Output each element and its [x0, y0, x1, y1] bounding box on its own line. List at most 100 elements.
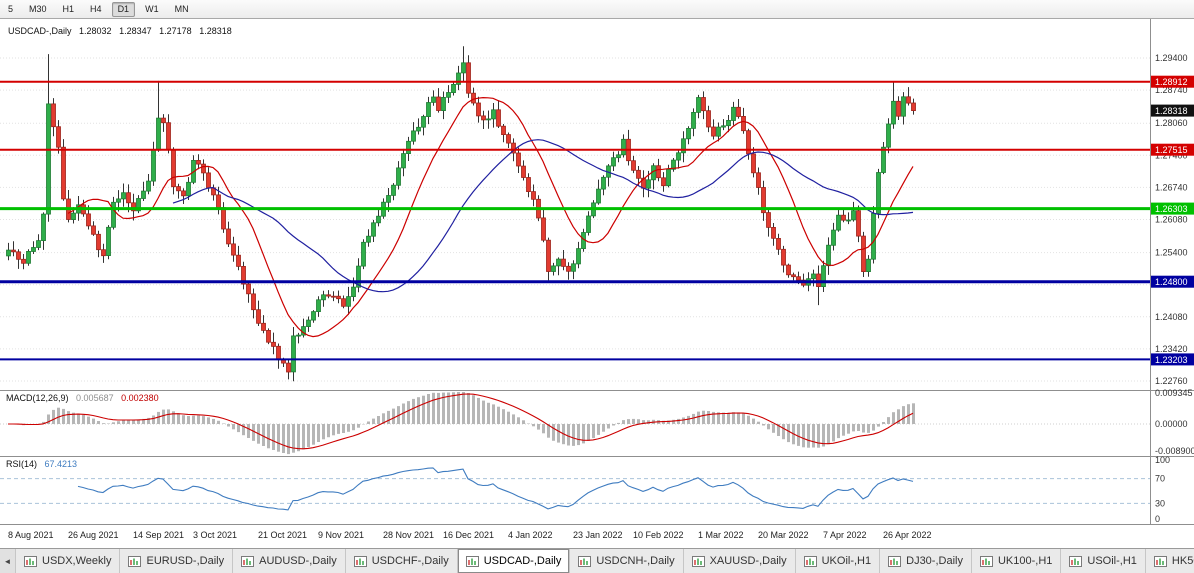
tab-label: USOil-,H1 [1087, 555, 1137, 567]
candle-up [366, 235, 371, 243]
candle-down [256, 309, 261, 324]
candle-down [221, 207, 226, 230]
tab-scroll-left-button[interactable]: ◄ [0, 549, 16, 573]
rsi-axis-label: 30 [1155, 498, 1165, 508]
candle-up [811, 273, 816, 280]
timeframe-button-h1[interactable]: H1 [62, 3, 75, 14]
candle-down [96, 233, 101, 251]
timeframe-button-mn[interactable]: MN [174, 3, 189, 14]
candle-down [201, 163, 206, 174]
date-label: 3 Oct 2021 [193, 530, 237, 540]
tab-usdx-weekly[interactable]: USDX,Weekly [16, 549, 121, 573]
candle-down [161, 117, 166, 124]
date-label: 10 Feb 2022 [633, 530, 684, 540]
tab-eurusd-daily[interactable]: EURUSD-,Daily [120, 549, 234, 573]
timeframe-button-w1[interactable]: W1 [145, 3, 159, 14]
timeframe-button-d1[interactable]: D1 [111, 1, 136, 17]
candle-up [446, 92, 451, 98]
timeframe-button-m30[interactable]: M30 [29, 3, 47, 14]
tab-audusd-daily[interactable]: AUDUSD-,Daily [233, 549, 346, 573]
candle-up [71, 212, 76, 221]
candle-down [266, 329, 271, 343]
candle-down [526, 177, 531, 193]
ma-fast-line [67, 96, 914, 338]
tab-usdchf-daily[interactable]: USDCHF-,Daily [346, 549, 458, 573]
candle-down [511, 142, 516, 154]
level-price-label: 1.27515 [1155, 145, 1188, 155]
candle-down [51, 103, 56, 128]
timeframe-button-h4[interactable]: H4 [90, 3, 102, 14]
level-price-label-box [1151, 353, 1194, 366]
tab-label: USDCAD-,Daily [483, 555, 562, 567]
ma-slow-line [172, 139, 914, 293]
candle-down [531, 191, 536, 200]
candle-up [821, 265, 826, 287]
level-price-label-box [1151, 75, 1194, 88]
tab-usdcnh-daily[interactable]: USDCNH-,Daily [570, 549, 684, 573]
candle-up [431, 96, 436, 103]
chart-canvas[interactable] [0, 19, 1194, 548]
candle-up [601, 176, 606, 190]
level-price-label-box [1151, 143, 1194, 156]
tab-usdcad-daily[interactable]: USDCAD-,Daily [457, 549, 571, 573]
candle-up [41, 213, 46, 242]
candle-up [586, 215, 591, 233]
chart-window: 1.294001.287401.280601.274001.267401.260… [0, 19, 1194, 548]
candle-up [356, 265, 361, 288]
candle-down [541, 217, 546, 241]
tab-dj30-daily[interactable]: DJ30-,Daily [880, 549, 972, 573]
candle-up [866, 258, 871, 272]
candle-down [176, 186, 181, 192]
candle-down [86, 213, 91, 227]
tab-label: DJ30-,Daily [906, 555, 963, 567]
macd-axis-label: -0.008900 [1155, 446, 1194, 456]
level-price-label-box [1151, 202, 1194, 215]
tab-ukoil-h1[interactable]: UKOil-,H1 [796, 549, 881, 573]
tab-label: USDX,Weekly [42, 555, 112, 567]
candle-down [501, 125, 506, 135]
candle-down [796, 276, 801, 281]
price-tick-label: 1.28060 [1155, 118, 1188, 128]
candle-down [756, 172, 761, 188]
candle-up [621, 138, 626, 156]
candle-down [656, 165, 661, 179]
chart-icon [465, 555, 479, 567]
timeframe-button-5[interactable]: 5 [8, 3, 14, 14]
candle-up [411, 130, 416, 142]
candle-up [376, 215, 381, 224]
chart-tab-bar: ◄ USDX,Weekly EURUSD-,Daily AUDUSD-,Daily U… [0, 548, 1194, 573]
candle-up [576, 248, 581, 265]
candle-up [31, 247, 36, 252]
date-label: 16 Dec 2021 [443, 530, 494, 540]
date-label: 4 Jan 2022 [508, 530, 553, 540]
chart-icon [888, 555, 902, 567]
rsi-line [77, 467, 914, 511]
rsi-axis-label: 0 [1155, 514, 1160, 524]
tab-xauusd-daily[interactable]: XAUUSD-,Daily [684, 549, 796, 573]
price-chart[interactable]: 1.294001.287401.280601.274001.267401.260… [0, 19, 1194, 548]
candle-down [276, 345, 281, 361]
candle-down [711, 126, 716, 137]
candle-down [506, 134, 511, 144]
timeframe-toolbar: 5 M30 H1 H4 D1 W1 MN [0, 0, 1194, 19]
date-label: 26 Apr 2022 [883, 530, 932, 540]
candle-up [901, 96, 906, 117]
tab-label: HK50-,H1 [1171, 555, 1194, 567]
candle-down [336, 295, 341, 300]
candle-down [131, 202, 136, 212]
rsi-axis-label: 100 [1155, 455, 1170, 465]
chart-icon [128, 555, 142, 567]
tab-hk50-h1[interactable]: HK50-,H1 [1146, 549, 1194, 573]
chart-icon [24, 555, 37, 567]
level-price-label-box [1151, 275, 1194, 288]
candle-up [876, 172, 881, 214]
tab-uk100-h1[interactable]: UK100-,H1 [972, 549, 1062, 573]
tab-usoil-h1[interactable]: USOil-,H1 [1061, 549, 1146, 573]
rsi-axis-label: 70 [1155, 474, 1165, 484]
chart-icon [1069, 555, 1083, 567]
candle-up [141, 190, 146, 199]
candle-up [321, 294, 326, 301]
candle-up [396, 167, 401, 186]
candle-down [261, 322, 266, 331]
